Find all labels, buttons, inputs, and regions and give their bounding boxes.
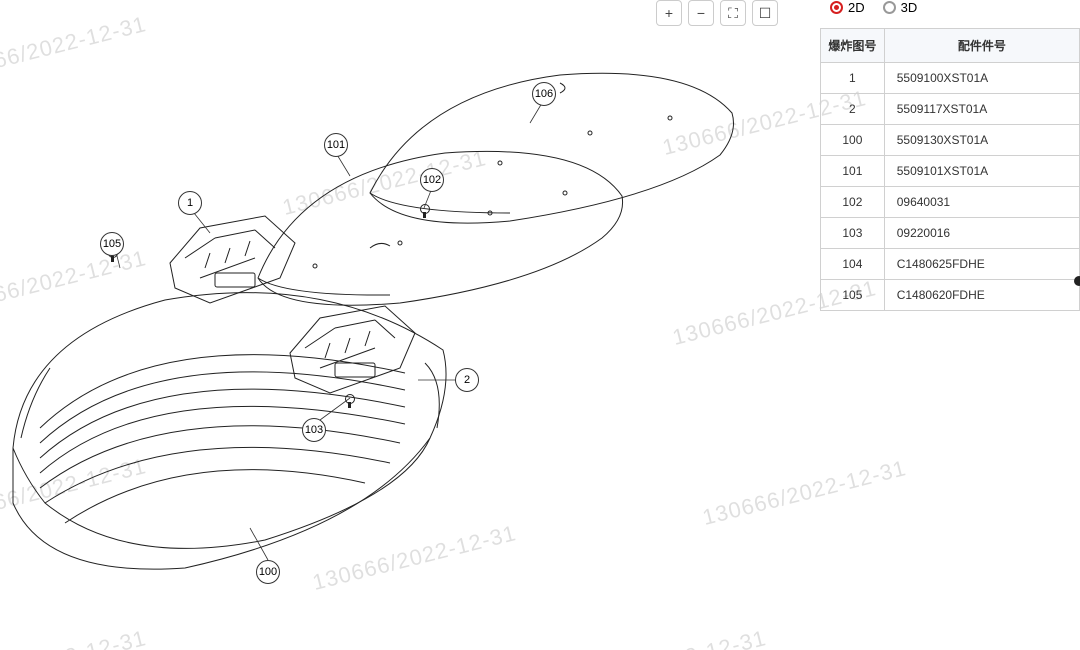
cell-index: 100: [821, 125, 885, 156]
table-row[interactable]: 104C1480625FDHE: [821, 249, 1080, 280]
cell-part: 5509100XST01A: [884, 63, 1079, 94]
radio-3d[interactable]: 3D: [883, 0, 918, 15]
radio-3d-label: 3D: [901, 0, 918, 15]
radio-dot-icon: [883, 1, 896, 14]
cell-part: 5509130XST01A: [884, 125, 1079, 156]
callout-102[interactable]: 102: [420, 168, 444, 192]
cell-index: 101: [821, 156, 885, 187]
callout-101[interactable]: 101: [324, 133, 348, 157]
cell-index: 1: [821, 63, 885, 94]
table-row[interactable]: 25509117XST01A: [821, 94, 1080, 125]
cell-index: 2: [821, 94, 885, 125]
table-row[interactable]: 1015509101XST01A: [821, 156, 1080, 187]
table-row[interactable]: 10209640031: [821, 187, 1080, 218]
parts-table: 爆炸图号 配件件号 15509100XST01A 25509117XST01A …: [820, 28, 1080, 311]
col-part: 配件件号: [884, 29, 1079, 63]
table-row[interactable]: 10309220016: [821, 218, 1080, 249]
radio-2d-label: 2D: [848, 0, 865, 15]
callout-leaders: [0, 8, 820, 648]
callout-1[interactable]: 1: [178, 191, 202, 215]
callout-100[interactable]: 100: [256, 560, 280, 584]
cell-index: 103: [821, 218, 885, 249]
table-row[interactable]: 15509100XST01A: [821, 63, 1080, 94]
exploded-diagram[interactable]: 1 2 100 101 102 103 105 106: [0, 8, 820, 648]
table-scroll-dot-icon: [1074, 276, 1080, 286]
callout-105[interactable]: 105: [100, 232, 124, 256]
table-header-row: 爆炸图号 配件件号: [821, 29, 1080, 63]
table-row[interactable]: 105C1480620FDHE: [821, 280, 1080, 311]
cell-index: 105: [821, 280, 885, 311]
radio-2d[interactable]: 2D: [830, 0, 865, 15]
cell-part: 5509117XST01A: [884, 94, 1079, 125]
callout-2[interactable]: 2: [455, 368, 479, 392]
cell-index: 102: [821, 187, 885, 218]
cell-part: C1480620FDHE: [884, 280, 1079, 311]
cell-part: 5509101XST01A: [884, 156, 1079, 187]
cell-index: 104: [821, 249, 885, 280]
cell-part: 09220016: [884, 218, 1079, 249]
radio-dot-icon: [830, 1, 843, 14]
callout-106[interactable]: 106: [532, 82, 556, 106]
view-toggle: 2D 3D: [830, 0, 917, 15]
cell-part: 09640031: [884, 187, 1079, 218]
col-index: 爆炸图号: [821, 29, 885, 63]
cell-part: C1480625FDHE: [884, 249, 1079, 280]
table-row[interactable]: 1005509130XST01A: [821, 125, 1080, 156]
callout-103[interactable]: 103: [302, 418, 326, 442]
